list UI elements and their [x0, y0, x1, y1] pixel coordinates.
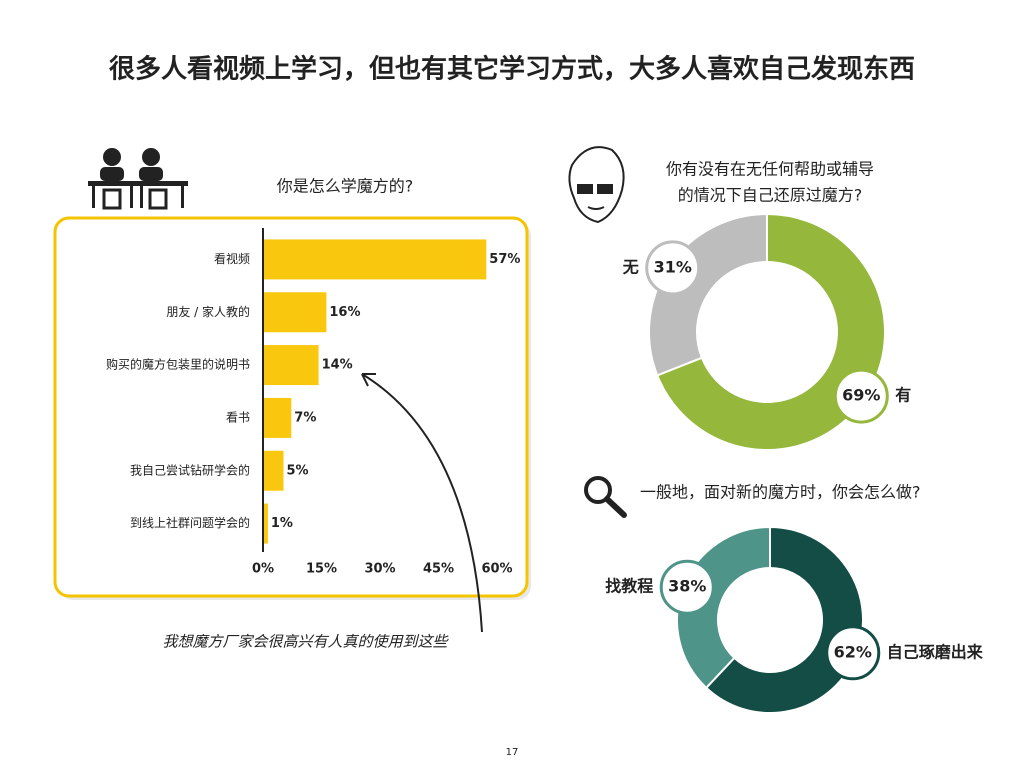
- category-label: 到线上社群问题学会的: [130, 515, 250, 530]
- thinker-icon: [568, 146, 625, 224]
- bar: [264, 345, 319, 386]
- category-label: 找教程: [605, 577, 653, 596]
- value-label: 1%: [271, 516, 293, 531]
- category-label: 自己琢磨出来: [887, 642, 984, 661]
- value-label: 38%: [668, 577, 706, 596]
- value-badge: [833, 368, 889, 424]
- donut-slice: [655, 212, 886, 451]
- arrow-head: [361, 373, 376, 387]
- value-badge: [659, 559, 715, 615]
- category-label: 有: [895, 386, 911, 405]
- bar: [264, 397, 292, 438]
- value-label: 14%: [322, 358, 353, 373]
- x-tick-label: 0%: [252, 562, 274, 577]
- chart-title: 一般地，面对新的魔方时，你会怎么做?: [640, 483, 921, 502]
- category-label: 朋友 / 家人教的: [166, 304, 250, 319]
- category-label: 无: [622, 257, 639, 276]
- students-icon: [88, 148, 188, 210]
- bar: [264, 503, 268, 544]
- value-badge: [645, 240, 701, 296]
- x-tick-label: 45%: [423, 562, 454, 577]
- value-label: 7%: [294, 410, 316, 425]
- x-tick-label: 15%: [306, 562, 337, 577]
- value-label: 5%: [287, 463, 309, 478]
- page-number: 17: [506, 747, 519, 758]
- category-label: 看书: [226, 410, 250, 424]
- value-label: 62%: [834, 642, 872, 661]
- category-label: 我自己尝试钻研学会的: [130, 462, 250, 477]
- value-label: 16%: [329, 305, 360, 320]
- annotation: 我想魔方厂家会很高兴有人真的使用到这些: [162, 633, 449, 650]
- category-label: 看视频: [214, 251, 250, 266]
- value-label: 57%: [489, 252, 520, 267]
- donut-slice: [704, 525, 864, 714]
- x-tick-label: 60%: [481, 562, 512, 577]
- x-tick-label: 30%: [364, 562, 395, 577]
- annotation-arrow: [361, 373, 483, 633]
- charts: 你是怎么学魔方的? 0% 15% 30% 45% 60% 看视频 57% 朋友 / 家人教的 16…: [106, 160, 984, 714]
- value-badge: [825, 625, 881, 681]
- category-label: 购买的魔方包装里的说明书: [106, 357, 250, 372]
- chart-title: 你是怎么学魔方的?: [277, 177, 414, 196]
- value-label: 31%: [654, 257, 692, 276]
- bar: [264, 450, 284, 491]
- bar: [264, 292, 327, 333]
- magnifier-icon: [584, 476, 627, 518]
- chart-title: 的情况下自己还原过魔方?: [678, 186, 863, 205]
- chart-title: 你有没有在无任何帮助或辅导: [666, 160, 874, 179]
- bar: [264, 239, 487, 280]
- slide-title: 很多人看视频上学习，但也有其它学习方式，大多人喜欢自己发现东西: [109, 54, 915, 85]
- value-label: 69%: [842, 386, 880, 405]
